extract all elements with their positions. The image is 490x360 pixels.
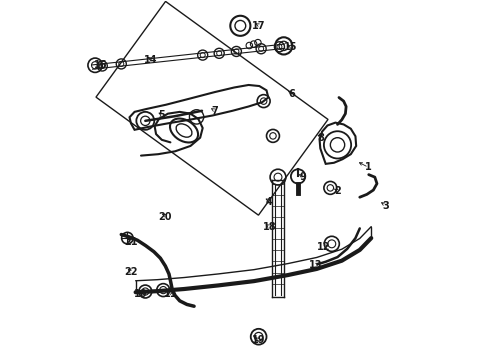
Text: 21: 21 bbox=[124, 237, 138, 247]
Text: 16: 16 bbox=[94, 60, 108, 70]
Text: 6: 6 bbox=[288, 89, 295, 99]
Text: 13: 13 bbox=[309, 260, 323, 270]
Text: 3: 3 bbox=[382, 201, 389, 211]
Text: 14: 14 bbox=[144, 55, 158, 65]
Text: 18: 18 bbox=[263, 222, 276, 232]
Text: 12: 12 bbox=[317, 242, 331, 252]
Text: 2: 2 bbox=[334, 186, 341, 197]
Text: 11: 11 bbox=[164, 289, 177, 299]
Text: 1: 1 bbox=[366, 162, 372, 172]
Text: 5: 5 bbox=[158, 111, 165, 121]
Text: 10: 10 bbox=[134, 289, 148, 299]
Text: 9: 9 bbox=[299, 172, 306, 182]
Text: 8: 8 bbox=[318, 133, 324, 143]
Text: 22: 22 bbox=[124, 267, 138, 277]
Text: 17: 17 bbox=[252, 21, 266, 31]
Text: 19: 19 bbox=[252, 335, 266, 345]
Text: 15: 15 bbox=[284, 42, 297, 52]
Text: 7: 7 bbox=[211, 106, 218, 116]
Text: 4: 4 bbox=[266, 197, 273, 207]
Text: 20: 20 bbox=[159, 212, 172, 221]
